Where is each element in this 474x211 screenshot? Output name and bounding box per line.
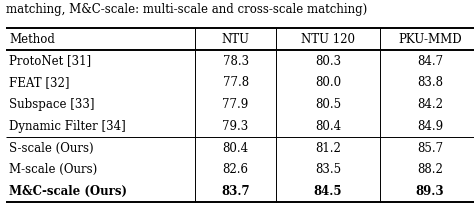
Text: 84.5: 84.5 — [314, 185, 342, 198]
Text: Dynamic Filter [34]: Dynamic Filter [34] — [9, 120, 126, 133]
Text: 83.7: 83.7 — [221, 185, 250, 198]
Text: 84.9: 84.9 — [417, 120, 443, 133]
Text: Method: Method — [9, 33, 55, 46]
Text: 80.5: 80.5 — [315, 98, 341, 111]
Text: ProtoNet [31]: ProtoNet [31] — [9, 55, 91, 68]
Text: M-scale (Ours): M-scale (Ours) — [9, 163, 98, 176]
Text: 80.3: 80.3 — [315, 55, 341, 68]
Text: 83.5: 83.5 — [315, 163, 341, 176]
Text: 89.3: 89.3 — [416, 185, 444, 198]
Text: 85.7: 85.7 — [417, 142, 443, 154]
Text: M&C-scale (Ours): M&C-scale (Ours) — [9, 185, 128, 198]
Text: 80.0: 80.0 — [315, 76, 341, 89]
Text: S-scale (Ours): S-scale (Ours) — [9, 142, 94, 154]
Text: Subspace [33]: Subspace [33] — [9, 98, 95, 111]
Text: 79.3: 79.3 — [222, 120, 249, 133]
Text: 80.4: 80.4 — [222, 142, 249, 154]
Text: 88.2: 88.2 — [417, 163, 443, 176]
Text: 78.3: 78.3 — [222, 55, 249, 68]
Text: NTU 120: NTU 120 — [301, 33, 355, 46]
Text: NTU: NTU — [221, 33, 250, 46]
Text: 77.9: 77.9 — [222, 98, 249, 111]
Text: 82.6: 82.6 — [223, 163, 248, 176]
Text: matching, M&C-scale: multi-scale and cross-scale matching): matching, M&C-scale: multi-scale and cro… — [6, 3, 367, 16]
Text: 81.2: 81.2 — [315, 142, 341, 154]
Text: PKU-MMD: PKU-MMD — [398, 33, 462, 46]
Text: FEAT [32]: FEAT [32] — [9, 76, 70, 89]
Text: 77.8: 77.8 — [222, 76, 249, 89]
Text: 84.7: 84.7 — [417, 55, 443, 68]
Text: 80.4: 80.4 — [315, 120, 341, 133]
Text: 84.2: 84.2 — [417, 98, 443, 111]
Text: 83.8: 83.8 — [417, 76, 443, 89]
